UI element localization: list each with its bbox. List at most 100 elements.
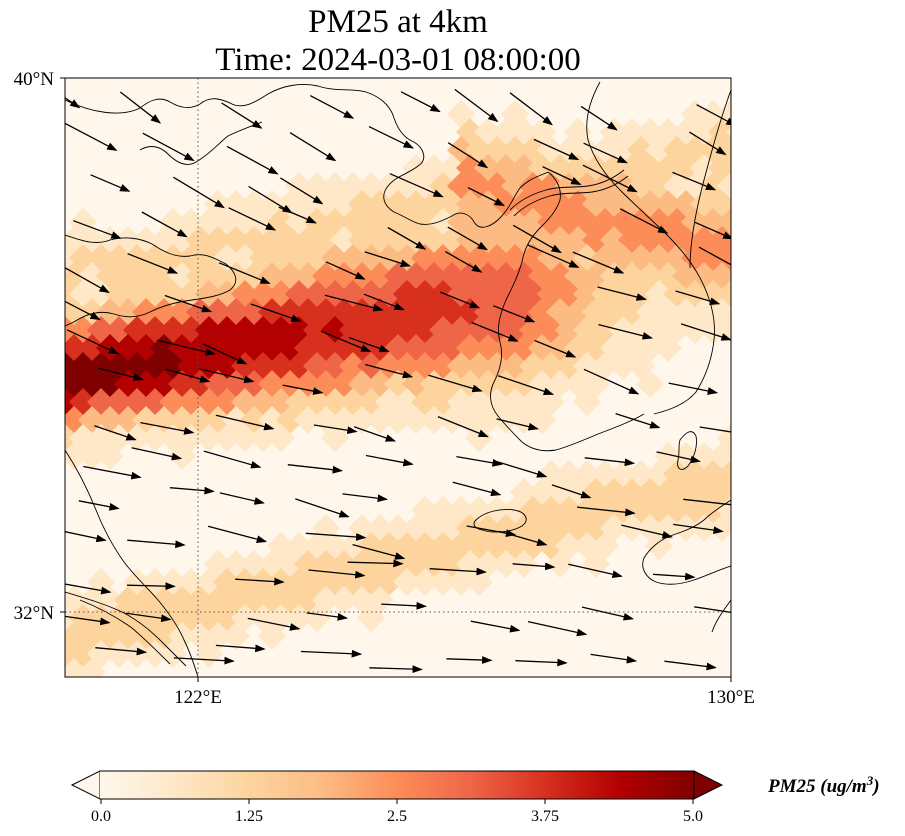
- field-cell: [113, 261, 143, 291]
- field-cell: [473, 549, 503, 579]
- field-cell: [24, 262, 52, 290]
- field-cell: [735, 460, 763, 488]
- field-cell: [482, 243, 512, 273]
- wind-arrow: [66, 329, 120, 355]
- field-cell: [491, 549, 521, 579]
- field-cell: [410, 207, 440, 237]
- field-cell: [329, 297, 359, 327]
- field-cell: [518, 279, 548, 309]
- wind-arrow: [342, 493, 388, 503]
- map-title-line2: Time: 2024-03-01 08:00:00: [215, 42, 581, 78]
- field-cell: [392, 243, 422, 273]
- field-cell: [725, 270, 731, 282]
- field-cell: [275, 585, 305, 615]
- field-cell: [239, 333, 269, 363]
- field-cell: [590, 243, 620, 273]
- field-cell: [617, 189, 647, 219]
- field-cell: [329, 261, 359, 291]
- field-cell: [689, 477, 719, 507]
- field-cell: [671, 513, 701, 543]
- field-cell: [176, 423, 206, 453]
- field-cell: [266, 423, 296, 453]
- wind-arrow: [672, 171, 717, 191]
- field-cell: [482, 135, 512, 165]
- wind-arrow: [673, 523, 724, 534]
- field-cell: [401, 189, 431, 219]
- field-cell: [33, 424, 61, 452]
- field-cell: [392, 567, 422, 597]
- field-cell: [24, 298, 52, 326]
- field-cell: [15, 676, 43, 704]
- field-cell: [320, 351, 350, 381]
- field-cell: [653, 477, 683, 507]
- field-cell: [464, 243, 494, 273]
- field-cell: [554, 279, 584, 309]
- field-cell: [356, 279, 386, 309]
- field-cell: [203, 333, 233, 363]
- field-cell: [527, 477, 557, 507]
- field-cell: [581, 369, 611, 399]
- wind-arrow: [219, 492, 265, 505]
- field-cell: [428, 567, 458, 597]
- field-cell: [554, 171, 584, 201]
- field-cell: [753, 316, 781, 344]
- field-cell: [365, 513, 395, 543]
- field-cell: [455, 261, 485, 291]
- coastline-korea-west: [490, 171, 645, 452]
- field-cell: [554, 135, 584, 165]
- field-cell: [536, 315, 566, 345]
- field-cell: [716, 495, 731, 525]
- wind-arrow: [218, 262, 271, 285]
- field-cell: [428, 279, 458, 309]
- field-cell: [626, 171, 656, 201]
- wind-arrow: [348, 336, 390, 353]
- wind-arrow: [95, 647, 148, 656]
- field-cell: [284, 315, 314, 345]
- field-cell: [185, 405, 215, 435]
- field-cell: [518, 531, 548, 561]
- field-cell: [374, 387, 404, 417]
- field-cell: [554, 531, 584, 561]
- field-cell: [662, 279, 692, 309]
- field-cell: [599, 477, 629, 507]
- field-cell: [735, 424, 763, 452]
- wind-arrow: [65, 531, 107, 543]
- field-cell: [347, 513, 377, 543]
- coastline-liaodong: [139, 121, 263, 165]
- field-cell: [590, 531, 620, 561]
- field-cell: [212, 387, 242, 417]
- field-cell: [77, 441, 107, 471]
- field-cell: [86, 423, 116, 453]
- field-cell: [374, 531, 404, 561]
- field-cell: [608, 315, 638, 345]
- field-cell: [482, 171, 512, 201]
- field-cell: [167, 405, 197, 435]
- field-cell: [662, 207, 692, 237]
- field-cell: [689, 513, 719, 543]
- field-cell: [635, 297, 665, 327]
- field-cell: [302, 315, 332, 345]
- wind-arrow: [65, 267, 110, 294]
- field-cell: [518, 315, 548, 345]
- field-cell: [15, 316, 43, 344]
- field-cell: [248, 387, 278, 417]
- wind-arrow: [680, 323, 731, 341]
- wind-arrow: [437, 415, 489, 438]
- field-cell: [284, 531, 314, 561]
- field-cell: [275, 225, 305, 255]
- field-cell: [599, 225, 629, 255]
- wind-arrow: [619, 208, 669, 234]
- field-cell: [464, 135, 494, 165]
- wind-arrow: [580, 105, 618, 131]
- field-cell: [554, 315, 584, 345]
- field-cell: [518, 243, 548, 273]
- field-cell: [581, 477, 611, 507]
- field-cell: [464, 351, 494, 381]
- field-cell: [518, 207, 548, 237]
- field-cell: [446, 567, 476, 597]
- field-cell: [302, 279, 332, 309]
- field-cell: [158, 387, 188, 417]
- field-cell: [419, 297, 449, 327]
- field-cell: [545, 333, 575, 363]
